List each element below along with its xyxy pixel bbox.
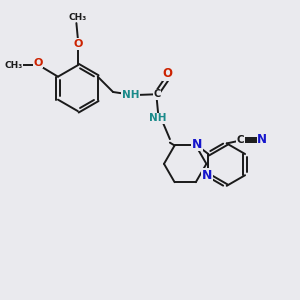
Text: NH: NH [122,90,140,100]
Text: C: C [153,89,160,99]
Text: O: O [163,67,173,80]
Text: CH₃: CH₃ [69,13,87,22]
Text: O: O [33,58,43,68]
Text: C: C [237,135,244,145]
Text: N: N [202,169,212,182]
Text: NH: NH [149,113,167,124]
Text: O: O [73,39,83,49]
Text: N: N [192,138,202,151]
Text: CH₃: CH₃ [5,61,23,70]
Text: N: N [257,134,267,146]
